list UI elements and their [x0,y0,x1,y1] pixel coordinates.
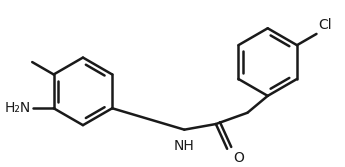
Text: Cl: Cl [319,18,332,32]
Text: NH: NH [174,139,195,153]
Text: H₂N: H₂N [4,101,31,115]
Text: O: O [233,151,244,165]
